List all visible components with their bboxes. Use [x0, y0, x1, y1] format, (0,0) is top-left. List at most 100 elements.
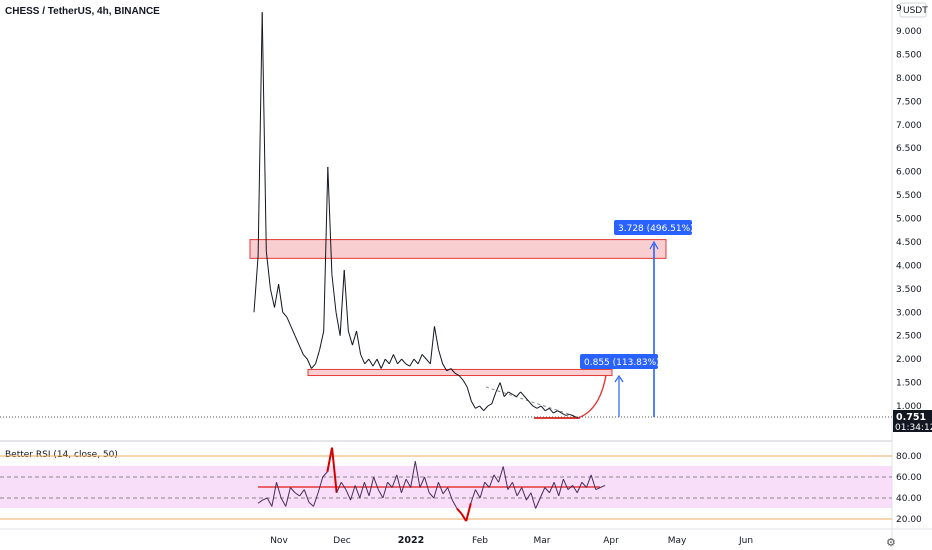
price-segment: [483, 405, 489, 412]
rsi-segment: [290, 487, 296, 494]
price-segment: [569, 413, 575, 417]
price-segment: [470, 401, 476, 409]
measure-label-small-box[interactable]: [580, 354, 658, 369]
price-segment: [573, 415, 579, 419]
price-segment: [553, 410, 558, 414]
rsi-segment: [521, 487, 527, 501]
rsi-segment: [303, 489, 310, 503]
rsi-segment: [516, 487, 523, 497]
price-segment: [458, 375, 464, 381]
price-segment: [311, 363, 316, 369]
price-segment: [298, 344, 304, 355]
resistance-zone-upper[interactable]: [249, 239, 667, 259]
price-segment: [319, 330, 325, 350]
price-segment: [331, 274, 337, 313]
price-tick-label: 7.000: [896, 121, 922, 131]
time-tick-label: Dec: [333, 536, 350, 546]
price-segment: [565, 413, 570, 416]
rsi-segment: [498, 466, 504, 483]
rsi-segment: [414, 461, 421, 488]
rsi-segment: [405, 478, 412, 488]
price-segment: [323, 166, 329, 332]
rsi-segment: [331, 447, 338, 493]
price-segment: [376, 358, 382, 369]
price-segment: [409, 358, 415, 367]
rsi-segment: [377, 489, 384, 499]
symbol-title: CHESS / TetherUS, 4h, BINANCE: [5, 6, 160, 17]
price-tick-label: 8.500: [896, 50, 922, 60]
rsi-segment: [359, 482, 365, 499]
current-price-value: 0.751: [896, 412, 926, 423]
rsi-segment: [391, 474, 398, 488]
rsi-segment: [595, 487, 601, 491]
price-segment: [364, 358, 370, 365]
price-segment: [306, 358, 312, 369]
price-tick-label: 2.500: [896, 332, 922, 342]
price-tick-label: 4.000: [896, 261, 922, 271]
price-segment: [413, 358, 419, 365]
rsi-segment: [382, 482, 389, 499]
price-segment: [380, 358, 386, 369]
rsi-segment: [549, 482, 555, 493]
rsi-segment: [479, 482, 486, 499]
rsi-segment: [368, 476, 375, 497]
rsi-segment: [544, 487, 550, 494]
rsi-segment: [266, 497, 273, 507]
measure-arrow-small-head: [614, 374, 624, 383]
rsi-segment: [475, 489, 481, 499]
price-segment: [360, 354, 366, 365]
trend-line[interactable]: [485, 386, 579, 418]
time-tick-label: 2022: [398, 535, 424, 546]
rsi-segment: [299, 489, 305, 497]
price-segment: [438, 349, 444, 364]
price-tick-label: 4.500: [896, 238, 922, 248]
price-segment: [475, 405, 480, 409]
rsi-segment: [525, 492, 532, 501]
time-tick-label: May: [668, 536, 687, 546]
rsi-segment: [447, 487, 453, 501]
rsi-segment: [465, 502, 472, 522]
measure-label-large-box[interactable]: [614, 220, 692, 235]
price-segment: [356, 330, 362, 355]
price-segment: [278, 284, 284, 313]
rsi-segment: [539, 487, 546, 499]
rsi-segment: [271, 482, 277, 507]
price-segment: [315, 349, 321, 364]
price-tick-label: 9.000: [896, 27, 922, 37]
measure-label-small: 0.855 (113.83%) 855: [584, 358, 680, 368]
price-segment: [446, 368, 452, 372]
price-segment: [339, 270, 345, 336]
rsi-segment: [511, 482, 518, 497]
price-series: [253, 12, 579, 419]
price-segment: [450, 368, 456, 374]
rsi-segment: [567, 485, 573, 490]
price-segment: [388, 354, 394, 365]
price-segment: [269, 288, 275, 308]
price-segment: [429, 326, 435, 364]
price-tick-label: 2.000: [896, 355, 922, 365]
rsi-segment: [387, 481, 393, 488]
price-segment: [372, 358, 378, 367]
gear-icon[interactable]: ⚙: [886, 537, 896, 549]
price-segment: [294, 335, 300, 346]
resistance-zone-lower[interactable]: [307, 368, 613, 377]
rsi-segment: [400, 478, 407, 493]
price-segment: [561, 412, 566, 416]
time-tick-label: Feb: [472, 536, 488, 546]
projection-curve[interactable]: [577, 374, 607, 419]
time-tick-label: Mar: [534, 536, 551, 546]
rsi-segment: [257, 499, 263, 504]
time-tick-label: Nov: [270, 536, 288, 546]
rsi-segment: [572, 485, 578, 494]
rsi-segment: [363, 482, 370, 497]
price-segment: [548, 408, 554, 414]
rsi-segment: [581, 481, 587, 488]
price-segment: [495, 382, 501, 393]
rsi-segment: [456, 507, 463, 515]
rsi-segment: [373, 476, 379, 490]
rsi-tick-label: 40.00: [896, 494, 922, 504]
price-segment: [265, 251, 271, 289]
rsi-segment: [442, 487, 449, 495]
currency-badge-box[interactable]: [899, 2, 927, 18]
